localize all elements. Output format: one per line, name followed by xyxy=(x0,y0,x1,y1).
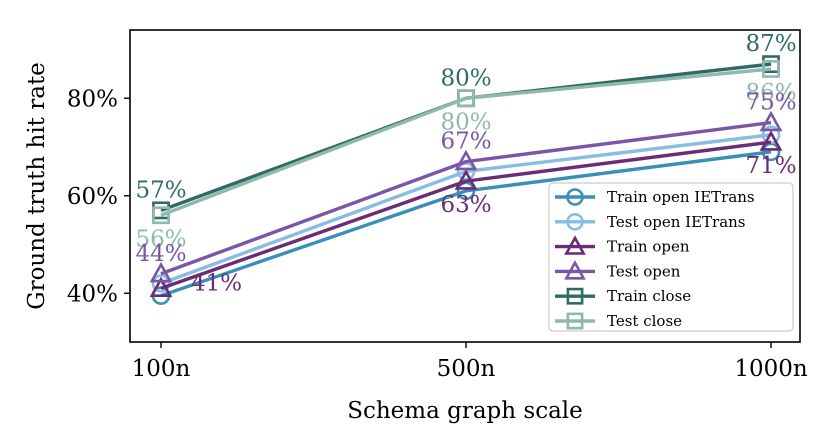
data-point xyxy=(152,206,170,225)
x-axis: 100n 500n 1000n xyxy=(132,342,808,382)
data-label: 75% xyxy=(745,90,796,116)
legend-label: Train open IETrans xyxy=(607,188,755,206)
y-tick-label: 60% xyxy=(67,184,118,210)
legend-box xyxy=(548,182,794,332)
data-label: 71% xyxy=(745,153,796,179)
x-tick-label: 500n xyxy=(437,356,496,382)
series-layer xyxy=(149,55,783,305)
y-axis: 40% 60% 80% xyxy=(67,86,130,307)
series-train-open xyxy=(149,130,783,298)
legend-marker xyxy=(566,213,584,231)
data-label: 56% xyxy=(135,226,186,252)
data-label: 86% xyxy=(745,80,796,106)
data-point xyxy=(457,89,475,108)
series-line xyxy=(160,150,772,298)
data-point xyxy=(151,274,171,293)
y-axis-title: Ground truth hit rate xyxy=(24,62,50,310)
series-line xyxy=(160,120,772,276)
x-tick-label: 100n xyxy=(132,356,191,382)
data-label: 80% xyxy=(440,109,491,135)
series-line xyxy=(160,67,772,217)
data-label: 67% xyxy=(440,129,491,155)
legend-marker xyxy=(566,312,584,330)
legend-entry: Train open IETrans xyxy=(555,188,755,206)
legend-label: Test close xyxy=(607,312,682,330)
data-point xyxy=(454,169,478,190)
legend-marker xyxy=(564,260,586,280)
legend-entry: Test close xyxy=(555,312,682,330)
y-tick-label: 80% xyxy=(67,86,118,112)
legend-label: Train close xyxy=(607,287,691,305)
data-label: 63% xyxy=(440,192,491,218)
legend: Train open IETrans Test open IETrans Train… xyxy=(548,182,794,332)
legend-label: Test open xyxy=(607,262,681,280)
series-line xyxy=(160,140,772,290)
data-label: 57% xyxy=(135,177,186,203)
legend-label: Test open IETrans xyxy=(607,213,746,231)
legend-entry: Test open IETrans xyxy=(555,213,746,231)
legend-entry: Test open xyxy=(555,260,681,280)
plot-area xyxy=(129,29,801,343)
data-point xyxy=(759,130,783,151)
legend-marker xyxy=(566,287,584,305)
legend-entry: Train open xyxy=(555,235,690,256)
data-point xyxy=(762,60,780,78)
plot-frame xyxy=(129,29,801,343)
data-point xyxy=(454,149,478,171)
data-point xyxy=(149,261,173,283)
data-point xyxy=(149,276,173,298)
data-label: 87% xyxy=(745,31,796,57)
series-test-open xyxy=(149,110,783,283)
legend-entry: Train close xyxy=(555,287,691,305)
data-label: 80% xyxy=(440,65,491,91)
x-tick-label: 1000n xyxy=(734,356,808,382)
data-label: 41% xyxy=(191,270,242,296)
legend-label: Train open xyxy=(607,238,690,256)
legend-marker xyxy=(564,235,586,255)
data-label: 44% xyxy=(135,241,186,267)
series-test-close xyxy=(152,60,780,225)
data-labels: 57%56%44%41%80%80%67%63%87%86%75%71% xyxy=(135,31,796,296)
y-tick-label: 40% xyxy=(67,281,118,307)
x-axis-title: Schema graph scale xyxy=(347,398,583,424)
legend-marker xyxy=(566,188,584,206)
data-point xyxy=(759,110,783,132)
